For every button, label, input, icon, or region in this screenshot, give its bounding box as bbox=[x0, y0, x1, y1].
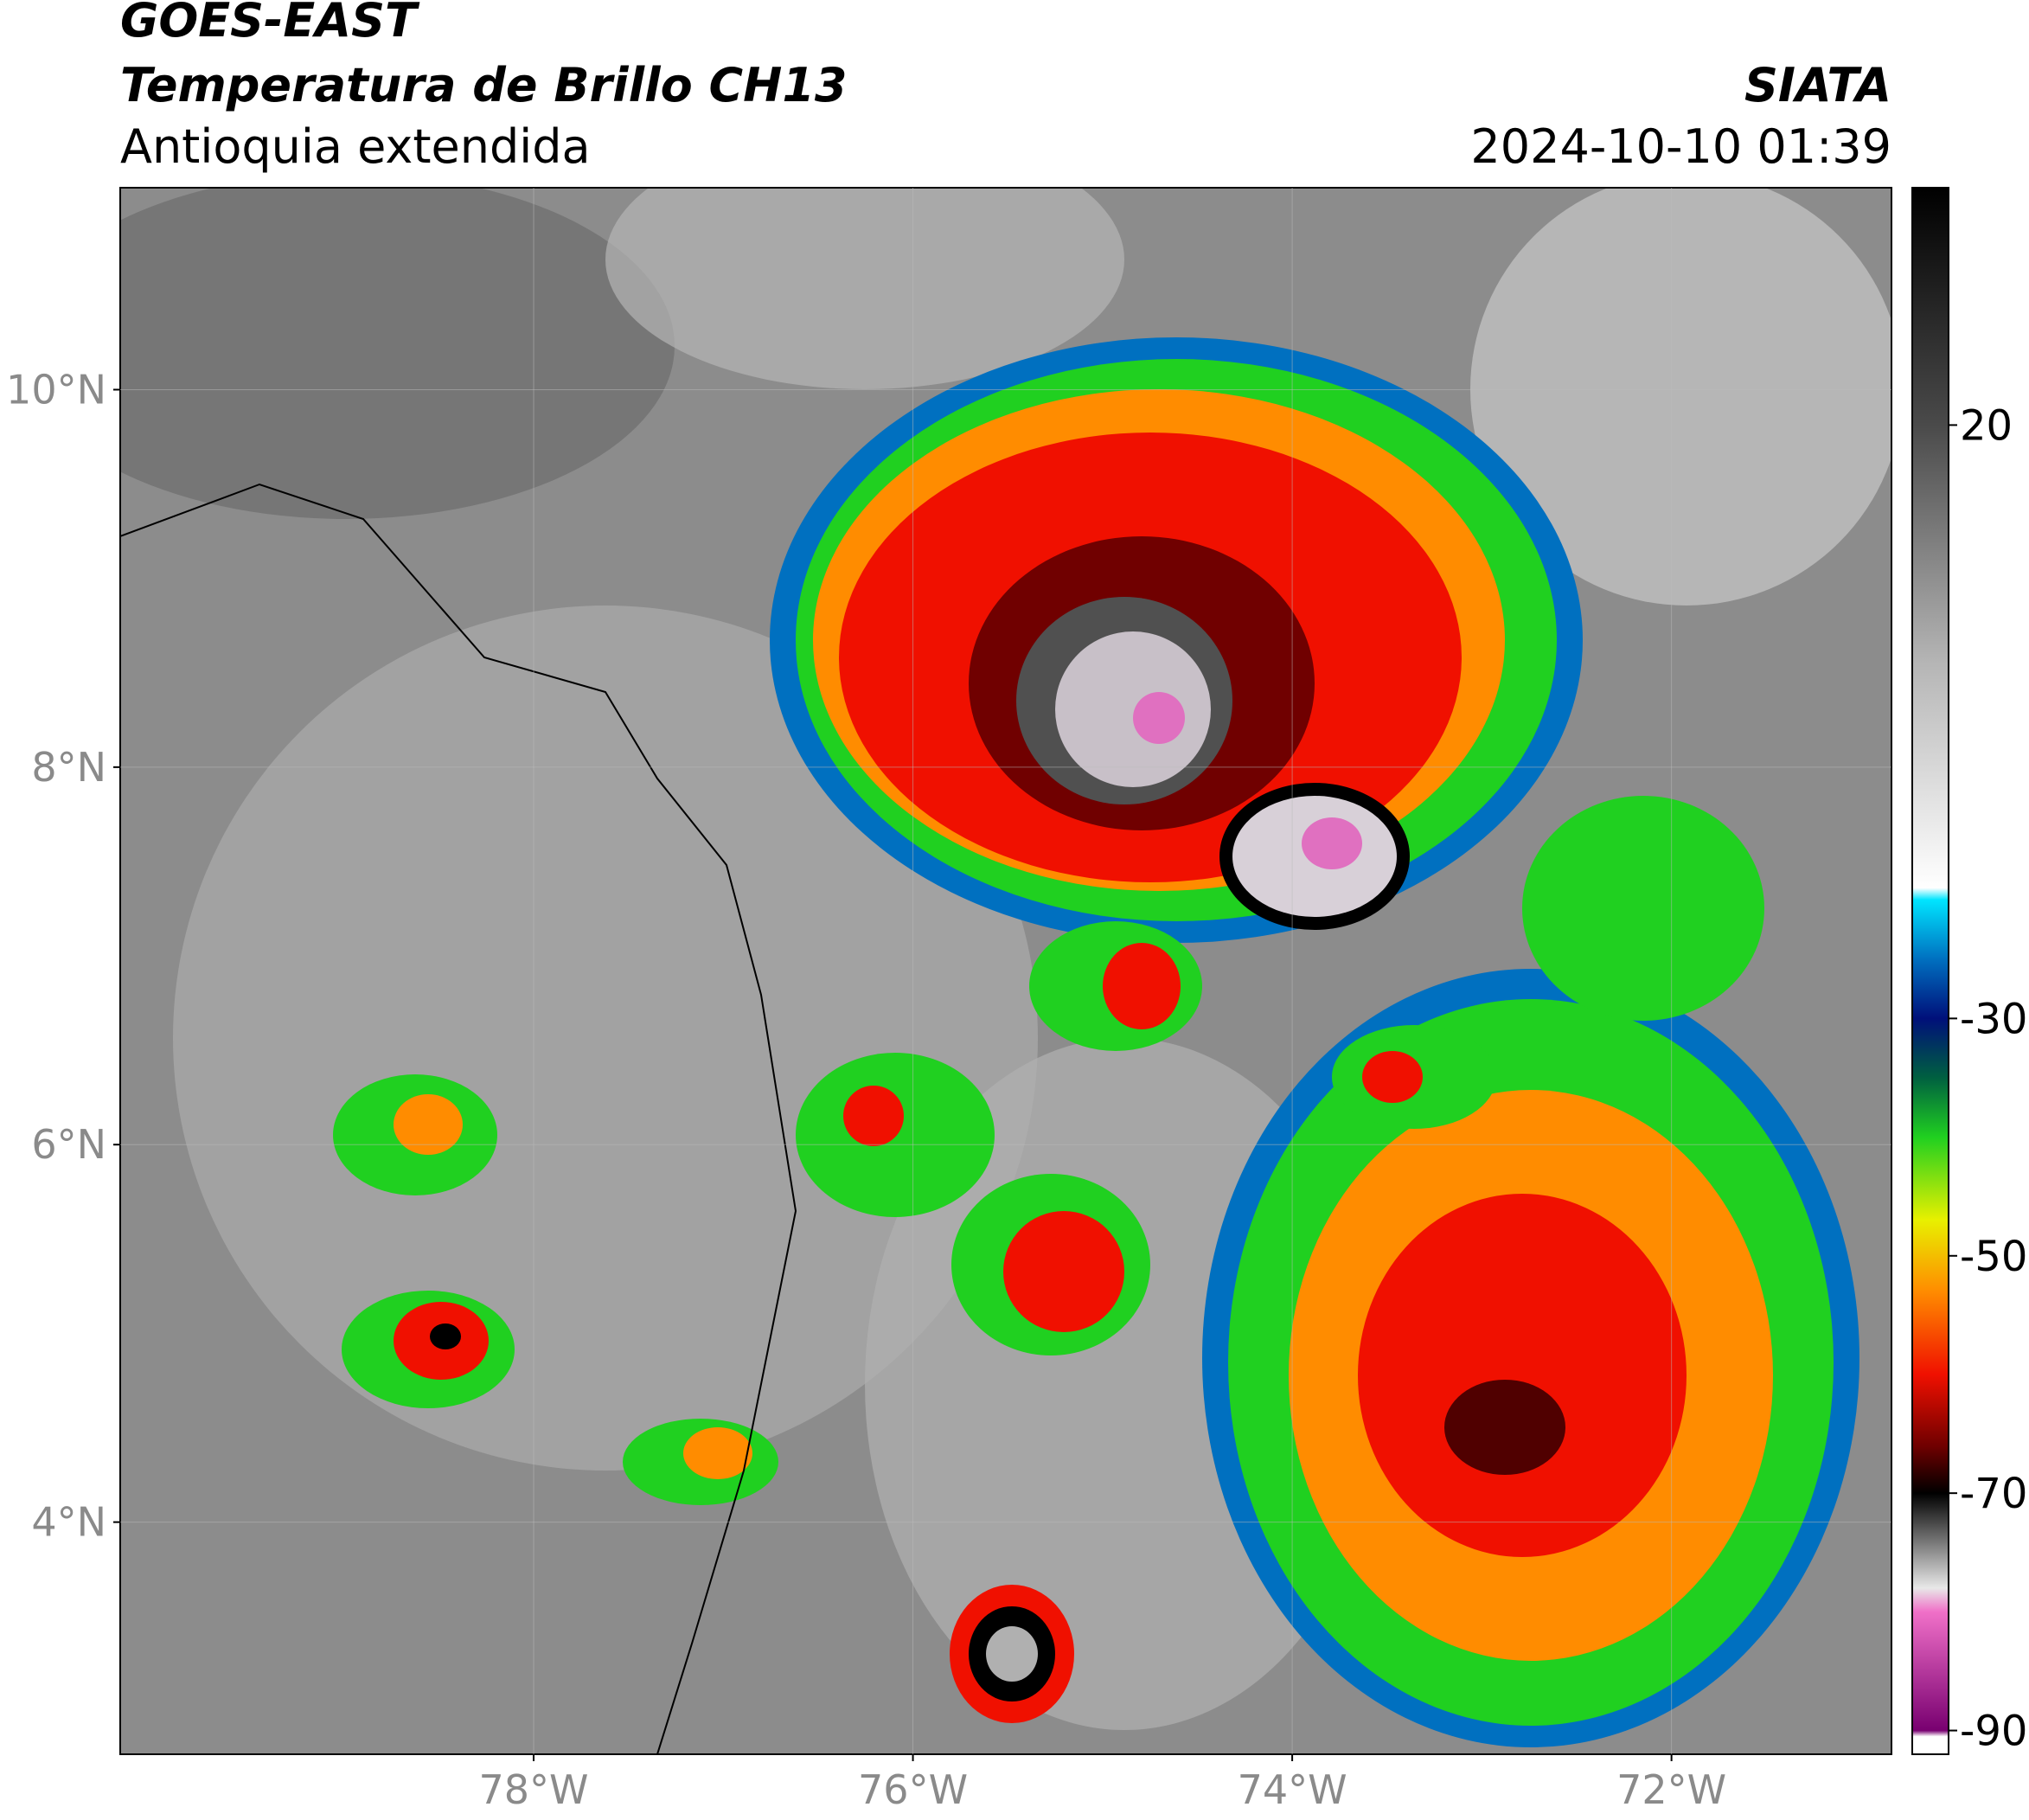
lat-tick-label: 8°N bbox=[31, 744, 106, 791]
datetime: 2024-10-10 01:39 bbox=[1470, 119, 1891, 174]
plot-frame bbox=[119, 187, 1892, 1755]
lon-tick-label: 72°W bbox=[1616, 1766, 1726, 1813]
colorbar-tick-label: -50 bbox=[1960, 1233, 2027, 1281]
lat-tick-label: 10°N bbox=[6, 366, 106, 413]
lon-tick-label: 74°W bbox=[1238, 1766, 1347, 1813]
lon-tick-label: 76°W bbox=[858, 1766, 968, 1813]
source: SIATA bbox=[1744, 58, 1891, 112]
satellite-image bbox=[120, 188, 1891, 1754]
colorbar bbox=[1911, 187, 1949, 1755]
subtitle: Temperatura de Brillo CH13 bbox=[120, 58, 848, 112]
colorbar-tick-label: -70 bbox=[1960, 1470, 2027, 1518]
title: GOES-EAST bbox=[120, 0, 420, 48]
region: Antioquia extendida bbox=[120, 119, 591, 174]
colorbar-tick-label: -30 bbox=[1960, 995, 2027, 1043]
lat-tick-label: 4°N bbox=[31, 1499, 106, 1546]
colorbar-tick-label: -90 bbox=[1960, 1708, 2027, 1756]
lat-tick-label: 6°N bbox=[31, 1121, 106, 1168]
colorbar-tick-label: 20 bbox=[1960, 401, 2013, 450]
lon-tick-label: 78°W bbox=[478, 1766, 588, 1813]
